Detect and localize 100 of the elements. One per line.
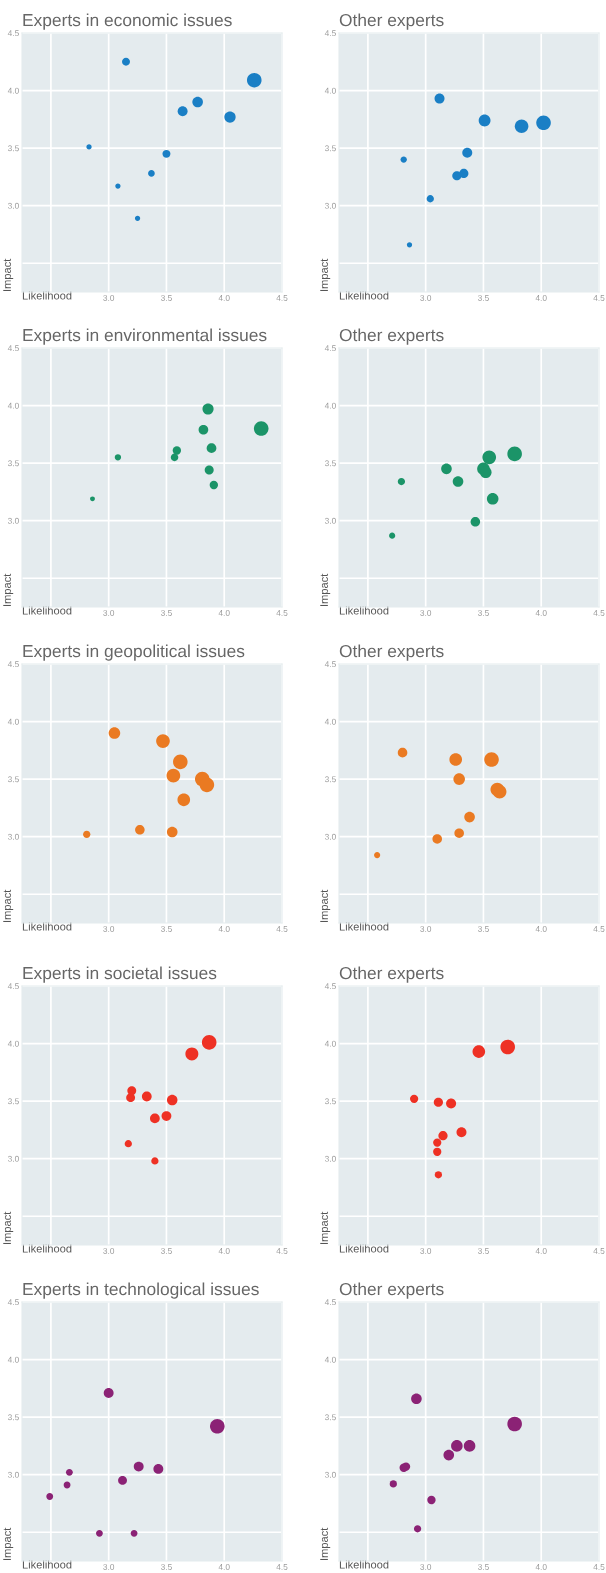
x-tick-label: 4.5 — [593, 1564, 605, 1570]
y-tick-label: 4.0 — [324, 87, 336, 94]
x-axis-title: Likelihood — [339, 1560, 389, 1569]
y-tick-label: 3.5 — [324, 776, 336, 783]
y-tick-label: 3.0 — [7, 202, 19, 209]
y-tick-label: 4.5 — [324, 30, 336, 37]
y-tick-label: 4.0 — [7, 718, 19, 725]
x-tick-label: 4.0 — [535, 926, 547, 932]
x-tick-label: 3.5 — [160, 926, 172, 932]
y-tick-label: 4.0 — [324, 718, 336, 725]
y-axis-title: Impact — [3, 573, 14, 606]
y-tick-label: 4.0 — [7, 1356, 19, 1363]
y-tick-label: 3.5 — [324, 145, 336, 152]
x-tick-label: 3.0 — [420, 1248, 432, 1254]
x-tick-label: 3.5 — [160, 1248, 172, 1254]
y-tick-label: 3.0 — [7, 517, 19, 524]
y-axis-title: Impact — [320, 889, 331, 922]
y-tick-label: 4.0 — [324, 1040, 336, 1047]
x-tick-label: 3.0 — [420, 295, 432, 301]
chart-title: Other experts — [339, 1282, 444, 1299]
y-tick-label: 3.5 — [324, 1414, 336, 1421]
y-tick-label: 3.5 — [324, 460, 336, 467]
x-axis-title: Likelihood — [339, 922, 389, 931]
x-tick-label: 3.5 — [477, 926, 489, 932]
y-tick-label: 4.0 — [7, 1040, 19, 1047]
y-tick-label: 4.5 — [324, 345, 336, 352]
x-axis-title: Likelihood — [22, 1244, 72, 1253]
x-tick-label: 3.0 — [103, 1564, 115, 1570]
y-tick-label: 4.0 — [7, 87, 19, 94]
chart-title: Other experts — [339, 13, 444, 30]
y-axis-title: Impact — [320, 1527, 331, 1560]
x-tick-label: 4.0 — [218, 926, 230, 932]
y-tick-label: 3.5 — [7, 1414, 19, 1421]
x-tick-label: 4.5 — [593, 610, 605, 616]
x-tick-label: 4.5 — [593, 926, 605, 932]
y-tick-label: 4.5 — [7, 345, 19, 352]
y-axis-title: Impact — [3, 1211, 14, 1244]
y-tick-label: 3.5 — [324, 1098, 336, 1105]
chart-title: Other experts — [339, 328, 444, 345]
x-tick-label: 3.5 — [160, 1564, 172, 1570]
chart-title: Experts in societal issues — [23, 966, 217, 983]
y-tick-label: 4.5 — [324, 661, 336, 668]
x-tick-label: 4.5 — [276, 295, 288, 301]
x-tick-label: 4.0 — [218, 610, 230, 616]
x-tick-label: 3.0 — [103, 610, 115, 616]
y-tick-label: 3.0 — [7, 1155, 19, 1162]
y-axis-title: Impact — [3, 1527, 14, 1560]
y-axis-title: Impact — [320, 1211, 331, 1244]
chart-title: Experts in economic issues — [23, 13, 232, 30]
x-tick-label: 4.5 — [276, 1248, 288, 1254]
x-tick-label: 4.5 — [593, 1248, 605, 1254]
x-tick-label: 4.0 — [218, 1248, 230, 1254]
x-axis-title: Likelihood — [22, 291, 72, 300]
y-axis-title: Impact — [3, 258, 14, 291]
x-tick-label: 3.0 — [420, 610, 432, 616]
chart-title: Other experts — [339, 966, 444, 983]
x-tick-label: 3.0 — [103, 295, 115, 301]
x-axis-title: Likelihood — [22, 1560, 72, 1569]
x-tick-label: 4.0 — [218, 295, 230, 301]
y-tick-label: 3.0 — [324, 202, 336, 209]
x-tick-label: 3.5 — [160, 295, 172, 301]
x-tick-label: 4.0 — [535, 1564, 547, 1570]
y-tick-label: 4.0 — [324, 402, 336, 409]
x-tick-label: 3.5 — [160, 610, 172, 616]
x-tick-label: 4.0 — [535, 295, 547, 301]
x-tick-label: 4.5 — [593, 295, 605, 301]
y-tick-label: 4.5 — [7, 30, 19, 37]
x-axis-title: Likelihood — [339, 291, 389, 300]
x-axis-title: Likelihood — [339, 606, 389, 615]
x-tick-label: 4.0 — [218, 1564, 230, 1570]
x-tick-label: 4.5 — [276, 926, 288, 932]
x-tick-label: 3.5 — [477, 610, 489, 616]
y-tick-label: 3.0 — [324, 1155, 336, 1162]
x-tick-label: 4.5 — [276, 610, 288, 616]
y-tick-label: 3.5 — [7, 145, 19, 152]
x-tick-label: 3.5 — [477, 1564, 489, 1570]
y-axis-title: Impact — [320, 258, 331, 291]
x-tick-label: 4.5 — [276, 1564, 288, 1570]
y-tick-label: 4.5 — [324, 983, 336, 990]
y-tick-label: 3.0 — [324, 833, 336, 840]
x-axis-title: Likelihood — [22, 922, 72, 931]
y-tick-label: 3.5 — [7, 776, 19, 783]
x-axis-title: Likelihood — [22, 606, 72, 615]
y-tick-label: 4.0 — [324, 1356, 336, 1363]
y-axis-title: Impact — [320, 573, 331, 606]
x-tick-label: 4.0 — [535, 610, 547, 616]
x-tick-label: 3.5 — [477, 1248, 489, 1254]
y-tick-label: 3.0 — [324, 1471, 336, 1478]
y-tick-label: 4.5 — [7, 983, 19, 990]
chart-title: Experts in geopolitical issues — [23, 644, 245, 661]
y-axis-title: Impact — [3, 889, 14, 922]
chart-title: Experts in technological issues — [23, 1282, 259, 1299]
x-tick-label: 3.0 — [420, 926, 432, 932]
y-tick-label: 3.0 — [7, 833, 19, 840]
chart-title: Experts in environmental issues — [23, 328, 267, 345]
x-tick-label: 3.5 — [477, 295, 489, 301]
chart-title: Other experts — [339, 644, 444, 661]
y-tick-label: 3.0 — [7, 1471, 19, 1478]
y-tick-label: 4.0 — [7, 402, 19, 409]
y-tick-label: 4.5 — [7, 661, 19, 668]
